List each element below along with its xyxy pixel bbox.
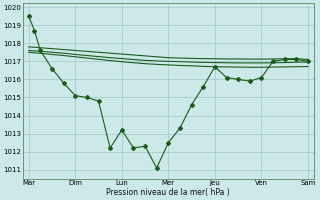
X-axis label: Pression niveau de la mer( hPa ): Pression niveau de la mer( hPa ) <box>107 188 230 197</box>
